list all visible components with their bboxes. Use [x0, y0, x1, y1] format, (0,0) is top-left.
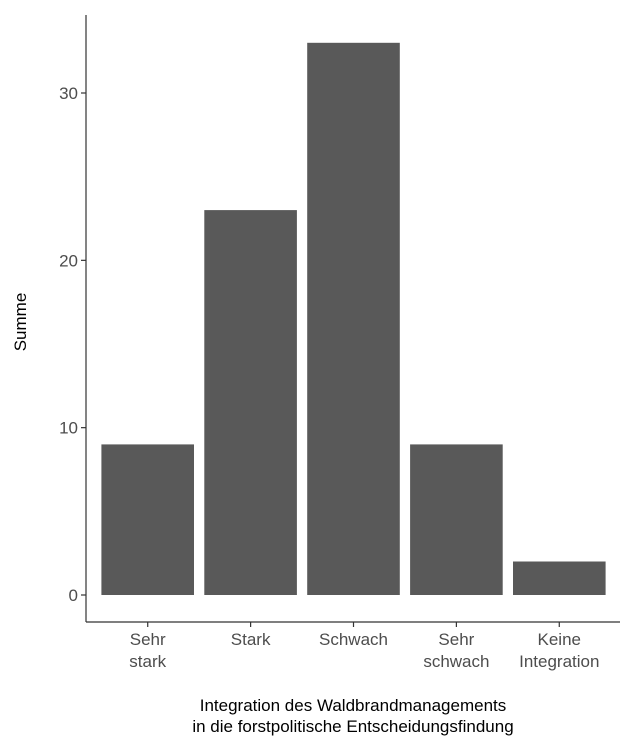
x-tick-label: Stark — [231, 630, 271, 649]
bar-sehr-schwach — [410, 444, 503, 595]
bars-group — [101, 42, 606, 596]
x-tick-label: Sehr stark — [129, 630, 166, 671]
y-axis-title: Summe — [11, 293, 30, 352]
x-tick-label: Sehr schwach — [423, 630, 489, 671]
y-tick-label: 0 — [69, 586, 78, 605]
y-axis: 0 10 20 30 — [59, 15, 87, 622]
x-tick-label: Keine Integration — [519, 630, 599, 671]
x-axis: Sehr stark Stark Schwach Sehr schwach Keine Int… — [86, 621, 620, 671]
bar-stark — [204, 210, 297, 595]
y-tick-label: 10 — [59, 419, 78, 438]
x-tick-label: Schwach — [319, 630, 388, 649]
bar-keine-integration — [513, 561, 606, 595]
bar-schwach — [307, 42, 400, 596]
y-tick-label: 30 — [59, 84, 78, 103]
x-axis-title: Integration des Waldbrandmanagements in d… — [192, 696, 513, 736]
bar-sehr-stark — [101, 444, 194, 595]
y-tick-label: 20 — [59, 251, 78, 270]
